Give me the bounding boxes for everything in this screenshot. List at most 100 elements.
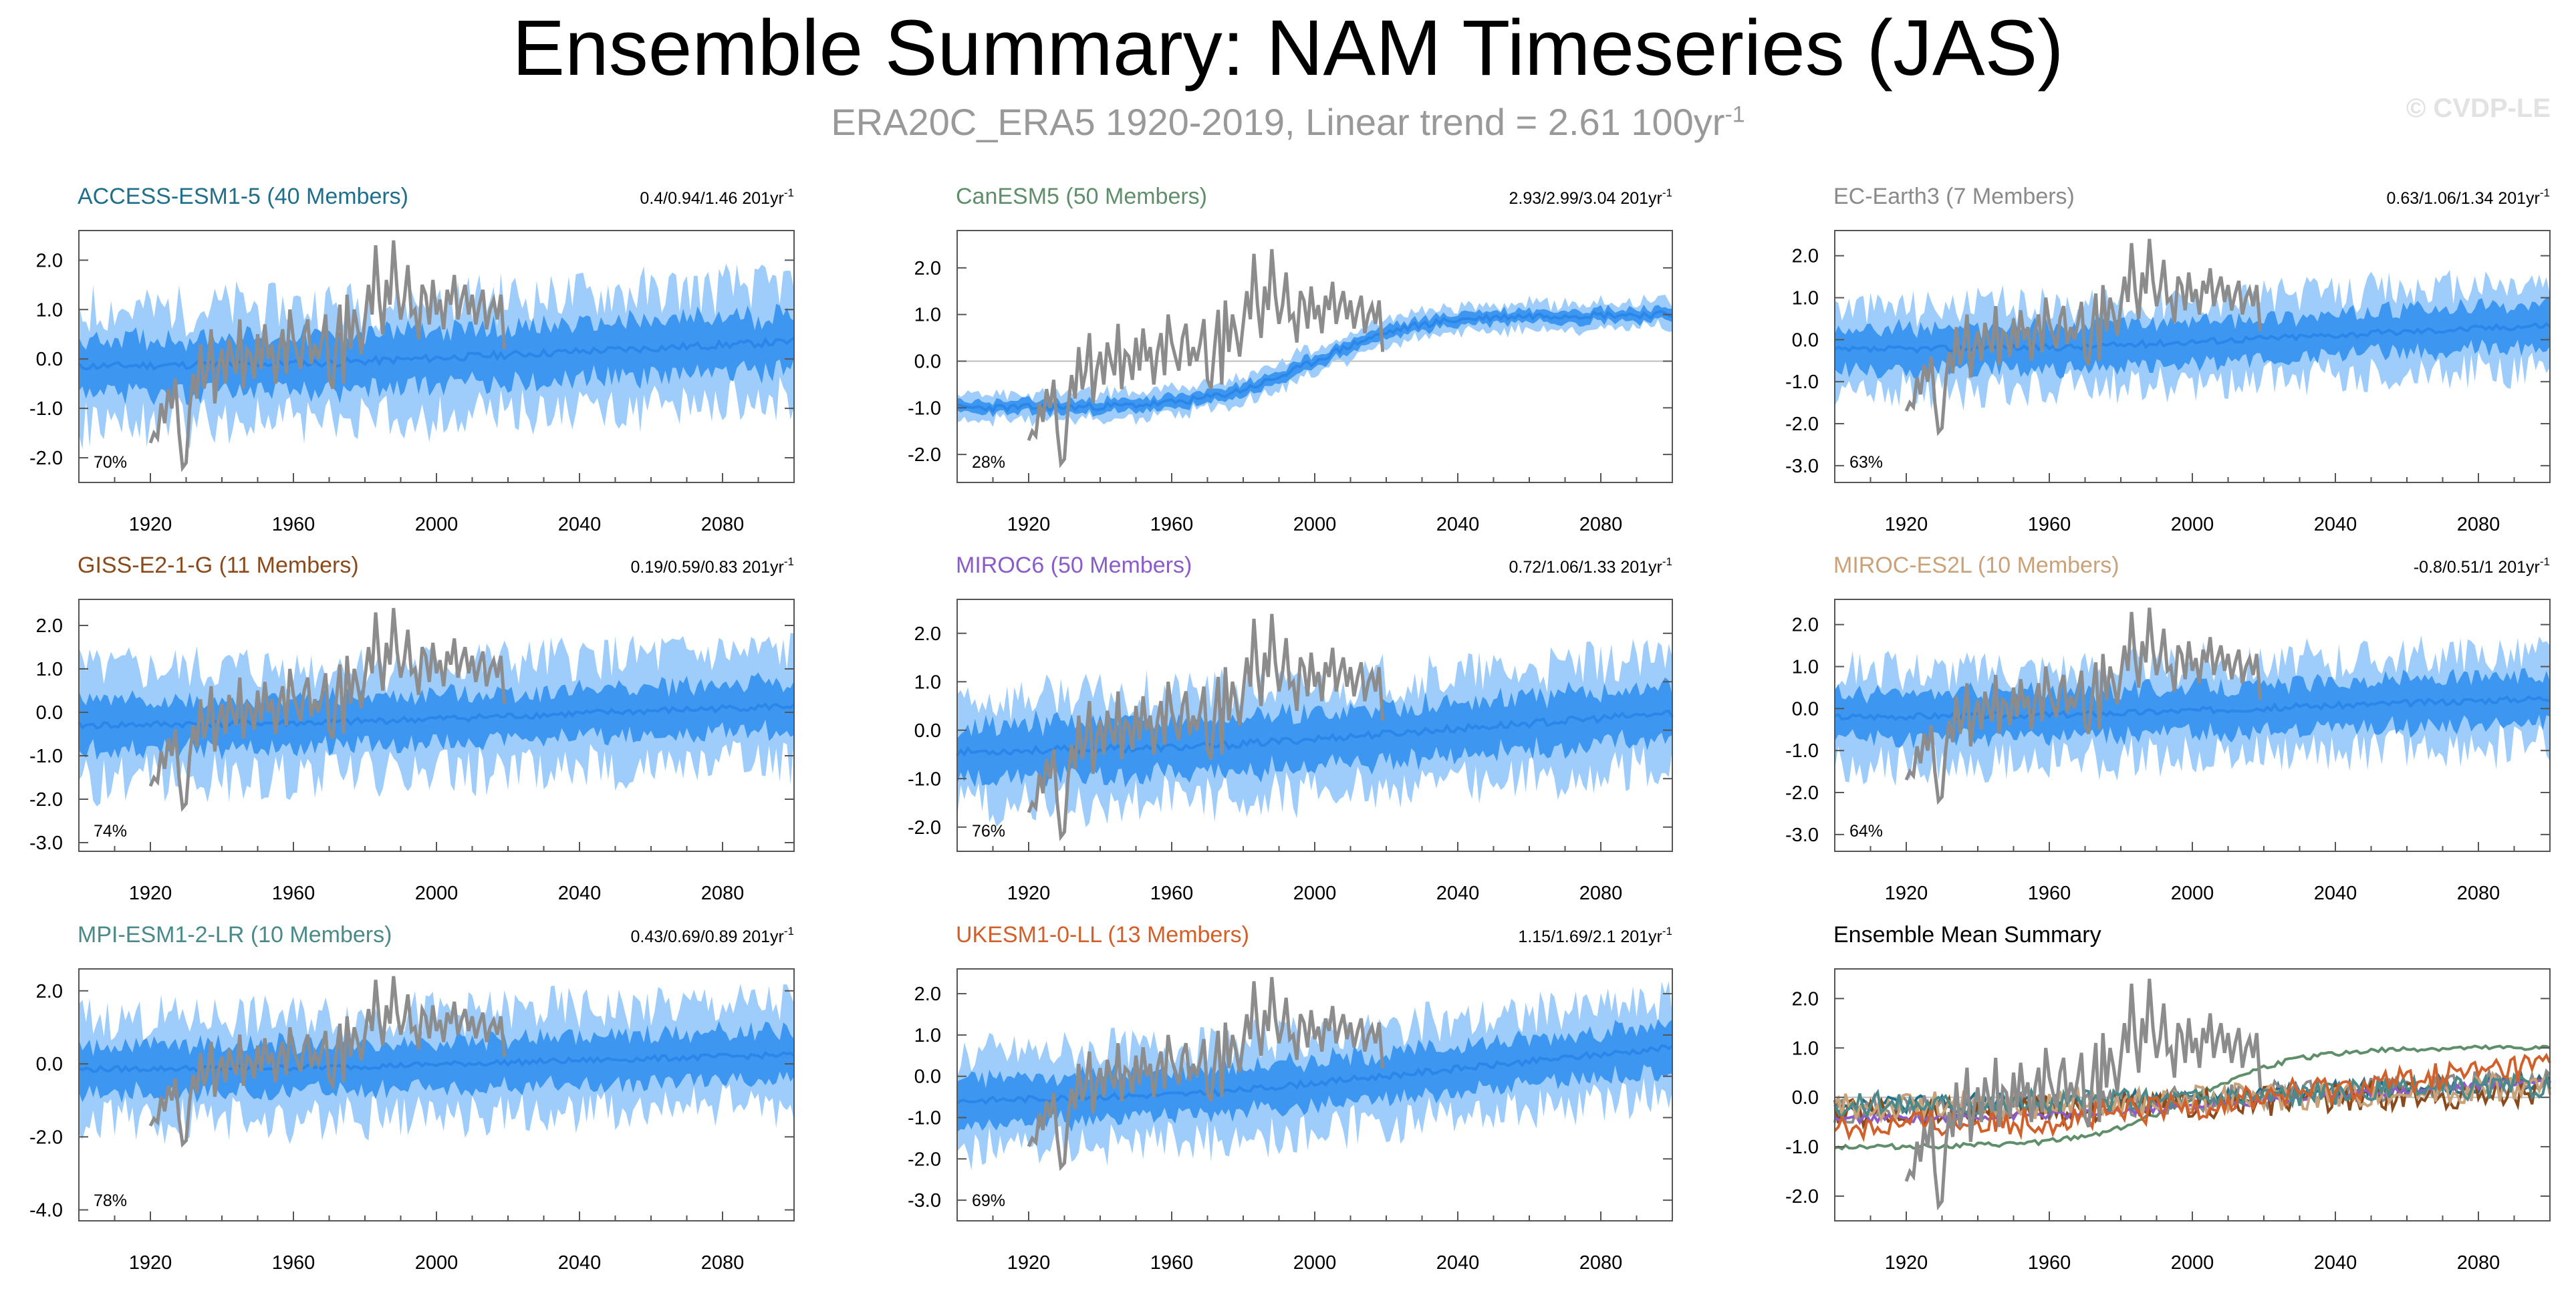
x-tick-label: 1920: [1007, 1252, 1051, 1274]
x-tick-label: 2080: [1579, 883, 1623, 904]
y-tick-label: -2.0: [908, 1149, 941, 1170]
y-tick-label: 0.0: [36, 1054, 63, 1075]
trend-values: 0.43/0.69/0.89 201yr: [631, 927, 784, 946]
y-tick-label: 0.0: [914, 351, 941, 372]
x-tick-label: 2080: [701, 883, 745, 904]
y-tick-label: 1.0: [1792, 657, 1819, 678]
x-tick-label: 1960: [2028, 883, 2071, 904]
y-tick-label: -3.0: [908, 1190, 941, 1211]
trend-exponent: -1: [784, 925, 794, 938]
x-tick-label: 2040: [558, 514, 602, 535]
x-tick-label: 1960: [2028, 514, 2071, 535]
y-tick-label: -1.0: [908, 1107, 941, 1129]
y-tick-label: 0.0: [1792, 1087, 1819, 1109]
chart-panel: UKESM1-0-LL (13 Members) 1.15/1.69/2.1 20…: [908, 922, 1674, 1274]
y-tick-label: 2.0: [914, 623, 941, 645]
y-tick-label: -1.0: [908, 768, 941, 790]
observed-line: [148, 607, 507, 813]
x-tick-label: 2040: [558, 883, 602, 904]
y-tick-label: 2.0: [1792, 615, 1819, 636]
y-tick-label: 1.0: [914, 305, 941, 326]
observed-line: [148, 976, 507, 1148]
observed-line: [1027, 249, 1385, 468]
trend-values: -0.8/0.51/1 201yr: [2414, 558, 2540, 577]
y-tick-label: -1.0: [29, 398, 63, 420]
x-tick-label: 1960: [272, 883, 315, 904]
trend-exponent: -1: [1662, 186, 1672, 199]
y-tick-label: 1.0: [1792, 1038, 1819, 1059]
percent-label: 74%: [94, 822, 127, 841]
x-tick-label: 2000: [2171, 1252, 2214, 1274]
chart-title: MIROC-ES2L (10 Members): [1833, 553, 2119, 578]
y-tick-label: 2.0: [36, 981, 63, 1002]
x-tick-label: 1960: [272, 1252, 315, 1274]
y-tick-label: 1.0: [914, 672, 941, 693]
page-subtitle: ERA20C_ERA5 1920-2019, Linear trend = 2.…: [0, 100, 2576, 144]
x-tick-label: 2040: [2314, 1252, 2357, 1274]
inner-range-band: [957, 1019, 1672, 1133]
percent-label: 63%: [1849, 453, 1883, 472]
trend-exponent: -1: [784, 186, 794, 199]
observed-line: [1027, 613, 1385, 841]
chart-title: GISS-E2-1-G (11 Members): [78, 553, 359, 578]
chart-trend-label: 0.4/0.94/1.46 201yr-1: [640, 186, 794, 208]
chart-title: Ensemble Mean Summary: [1833, 922, 2101, 948]
y-tick-label: -2.0: [29, 789, 63, 811]
observed-line: [1904, 607, 2263, 805]
y-tick-label: 2.0: [914, 258, 941, 279]
y-tick-label: -2.0: [1785, 1186, 1819, 1207]
chart-title: MPI-ESM1-2-LR (10 Members): [78, 922, 392, 948]
y-tick-label: -2.0: [1785, 782, 1819, 804]
inner-range-band: [79, 672, 794, 760]
x-tick-label: 2000: [2171, 514, 2214, 535]
y-tick-label: 2.0: [36, 615, 63, 637]
x-tick-label: 2080: [1579, 1252, 1623, 1274]
trend-values: 2.93/2.99/3.04 201yr: [1509, 189, 1662, 208]
y-tick-label: -2.0: [29, 448, 63, 469]
y-tick-label: 2.0: [1792, 988, 1819, 1010]
percent-label: 64%: [1849, 822, 1883, 841]
x-tick-label: 1960: [2028, 1252, 2071, 1274]
y-tick-label: 1.0: [914, 1025, 941, 1046]
x-tick-label: 1920: [129, 883, 172, 904]
chart-trend-label: 1.15/1.69/2.1 201yr-1: [1518, 925, 1672, 946]
page-title: Ensemble Summary: NAM Timeseries (JAS): [512, 4, 2064, 92]
chart-panel: MIROC6 (50 Members) 0.72/1.06/1.33 201yr-…: [908, 553, 1674, 904]
trend-exponent: -1: [784, 555, 794, 568]
trend-exponent: -1: [1662, 925, 1672, 938]
y-tick-label: 0.0: [1792, 698, 1819, 720]
x-tick-label: 2000: [1293, 1252, 1337, 1274]
y-tick-label: 0.0: [914, 720, 941, 742]
x-tick-label: 2080: [2457, 1252, 2500, 1274]
y-tick-label: -1.0: [29, 746, 63, 767]
chart-title: MIROC6 (50 Members): [956, 553, 1192, 578]
chart-title: UKESM1-0-LL (13 Members): [956, 922, 1249, 948]
chart-panel: EC-Earth3 (7 Members) 0.63/1.06/1.34 201y…: [1785, 184, 2551, 535]
x-tick-label: 2080: [1579, 514, 1623, 535]
y-tick-label: 2.0: [914, 984, 941, 1005]
x-tick-label: 1920: [1007, 883, 1051, 904]
subtitle-text: ERA20C_ERA5 1920-2019, Linear trend = 2.…: [831, 101, 1725, 143]
x-tick-label: 1920: [1007, 514, 1051, 535]
chart-panel: MIROC-ES2L (10 Members) -0.8/0.51/1 201yr…: [1785, 553, 2551, 904]
percent-label: 76%: [972, 822, 1005, 841]
x-tick-label: 2040: [2314, 514, 2357, 535]
x-tick-label: 2080: [701, 1252, 745, 1274]
percent-label: 69%: [972, 1191, 1005, 1210]
x-tick-label: 1960: [1150, 883, 1194, 904]
x-tick-label: 2080: [701, 514, 745, 535]
y-tick-label: -1.0: [1785, 1137, 1819, 1158]
y-tick-label: 0.0: [36, 702, 63, 724]
chart-panel: ACCESS-ESM1-5 (40 Members) 0.4/0.94/1.46 …: [29, 184, 795, 535]
observed-line: [1027, 977, 1385, 1171]
chart-trend-label: 2.93/2.99/3.04 201yr-1: [1509, 186, 1672, 208]
percent-label: 28%: [972, 453, 1005, 472]
x-tick-label: 2000: [1293, 514, 1337, 535]
chart-title: CanESM5 (50 Members): [956, 184, 1207, 209]
chart-panel: MPI-ESM1-2-LR (10 Members) 0.43/0.69/0.89…: [29, 922, 795, 1274]
y-tick-label: 1.0: [36, 299, 63, 321]
trend-exponent: -1: [1662, 555, 1672, 568]
y-tick-label: -2.0: [29, 1127, 63, 1148]
chart-trend-label: -0.8/0.51/1 201yr-1: [2414, 555, 2550, 577]
